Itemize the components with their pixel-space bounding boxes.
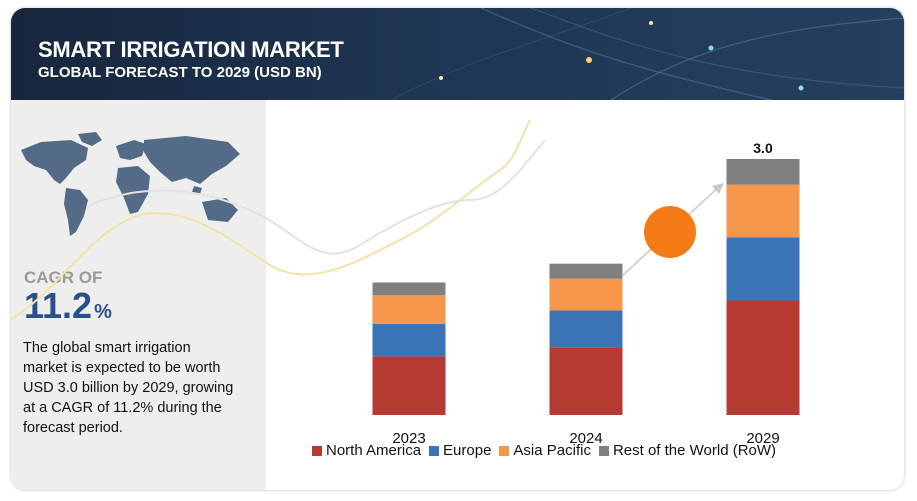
page-title: SMART IRRIGATION MARKET xyxy=(38,37,344,62)
legend-swatch xyxy=(429,445,440,456)
world-map-icon xyxy=(21,132,240,236)
data-labels: 3.0 xyxy=(753,140,773,156)
legend-item-europe: Europe xyxy=(429,442,491,459)
bar-segment xyxy=(549,263,623,279)
legend-item-rest-of-world: Rest of the World (RoW) xyxy=(598,442,777,459)
bar-segment xyxy=(726,300,800,415)
growth-arrow-head xyxy=(712,183,724,194)
bar-segment xyxy=(372,295,446,324)
header-banner: SMART IRRIGATION MARKET GLOBAL FORECAST … xyxy=(11,8,904,100)
x-tick-label: 2029 xyxy=(746,430,779,447)
bar-segment xyxy=(372,323,446,357)
bars-group xyxy=(372,159,800,415)
legend-label: Asia Pacific xyxy=(513,442,591,459)
decorative-curve-gray xyxy=(89,139,546,255)
page-subtitle: GLOBAL FORECAST TO 2029 (USD BN) xyxy=(38,64,322,81)
x-axis-labels: 2023 2024 2029 xyxy=(392,430,779,447)
bar-segment xyxy=(372,356,446,415)
bar-segment xyxy=(726,184,800,238)
legend-label: Europe xyxy=(443,442,492,459)
summary-description: The global smart irrigation market is ex… xyxy=(23,340,234,436)
cagr-unit: % xyxy=(94,301,112,323)
legend-item-north-america: North America xyxy=(312,442,421,459)
bar-total-label: 3.0 xyxy=(753,140,773,156)
cagr-number: 11.2 xyxy=(24,285,93,326)
chart-legend: North America Europe Asia Pacific Rest o… xyxy=(312,442,784,459)
legend-item-asia-pacific: Asia Pacific xyxy=(499,442,591,459)
bar-segment xyxy=(549,278,623,311)
legend-swatch xyxy=(499,445,510,456)
decorative-curve-yellow xyxy=(9,119,531,321)
bar-segment xyxy=(726,237,800,301)
legend-label: North America xyxy=(326,442,422,459)
bar-segment xyxy=(549,310,623,348)
legend-swatch xyxy=(312,445,322,456)
x-tick-label: 2023 xyxy=(392,430,425,447)
legend-swatch xyxy=(598,445,609,456)
x-tick-label: 2024 xyxy=(569,430,602,447)
bar-segment xyxy=(726,159,800,185)
bar-segment xyxy=(549,347,623,415)
growth-bubble xyxy=(644,206,696,258)
header-decoration xyxy=(390,8,904,100)
legend-label: Rest of the World (RoW) xyxy=(612,442,777,459)
cagr-label: CAGR OF xyxy=(24,268,103,287)
cagr-value: 11.2% xyxy=(24,285,112,327)
bar-segment xyxy=(372,282,446,296)
